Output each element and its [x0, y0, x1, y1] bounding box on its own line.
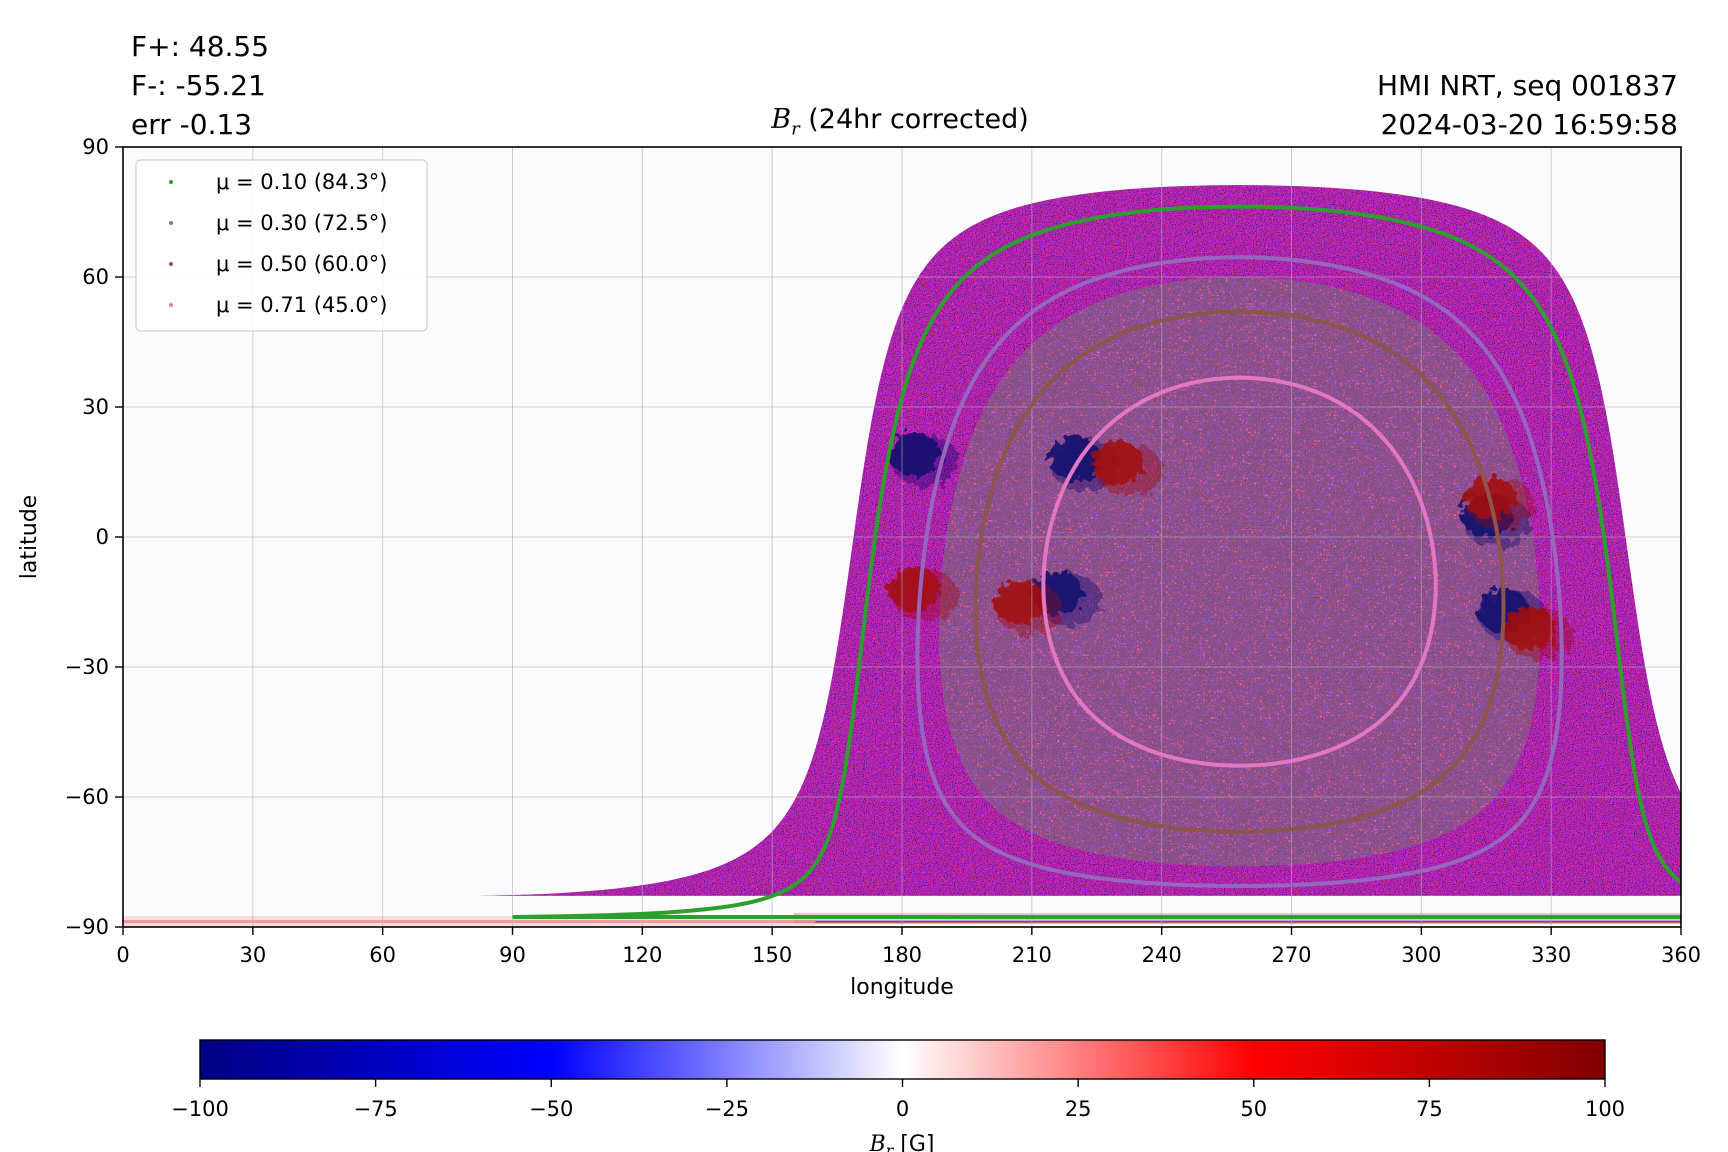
pole-strip-left-noise	[123, 920, 816, 924]
x-tick-label: 210	[1012, 943, 1052, 967]
x-axis: 0 30 60 90 120 150 180 210 240 270 300 330 360	[116, 927, 1701, 967]
f-plus-value: F+: 48.55	[131, 30, 270, 63]
y-tick-label: 90	[82, 135, 109, 159]
colorbar-label-subscript: r	[886, 1141, 895, 1152]
colorbar-tick-label: 0	[896, 1097, 909, 1121]
active-region-halo	[890, 569, 959, 621]
y-tick-label: 0	[96, 525, 109, 549]
colorbar-label: Br [G]	[868, 1132, 934, 1152]
legend: μ = 0.10 (84.3°) μ = 0.30 (72.5°) μ = 0.50…	[135, 159, 428, 332]
x-tick-label: 240	[1142, 943, 1182, 967]
colorbar-tick-label: 25	[1065, 1097, 1092, 1121]
legend-marker-2	[169, 262, 173, 266]
source-label: HMI NRT, seq 001837	[1376, 69, 1678, 102]
colorbar-tick-label: −25	[705, 1097, 749, 1121]
legend-marker-1	[169, 221, 173, 225]
colorbar-tick-label: 75	[1416, 1097, 1443, 1121]
y-axis: −90 −60 −30 0 30 60 90	[65, 135, 123, 939]
colorbar-tick-label: −75	[353, 1097, 397, 1121]
title-suffix: (24hr corrected)	[799, 104, 1029, 135]
x-tick-label: 330	[1531, 943, 1571, 967]
y-tick-label: −90	[65, 915, 109, 939]
title-subscript: r	[791, 118, 800, 140]
legend-box	[135, 159, 428, 332]
mu-contour-1	[915, 255, 1564, 888]
x-axis-label: longitude	[850, 975, 954, 1000]
legend-label-0: μ = 0.10 (84.3°)	[216, 170, 387, 194]
y-tick-label: 60	[82, 265, 109, 289]
active-region-halo	[1505, 608, 1574, 660]
legend-label-2: μ = 0.50 (60.0°)	[216, 252, 387, 276]
err-value: err -0.13	[131, 108, 253, 141]
active-region-halo	[890, 434, 959, 487]
x-tick-label: 270	[1271, 943, 1311, 967]
title-symbol: B	[771, 104, 792, 135]
y-tick-label: −60	[65, 785, 109, 809]
grid-lines	[123, 147, 1681, 927]
x-tick-label: 180	[882, 943, 922, 967]
colorbar-tick-label: −100	[171, 1097, 229, 1121]
pole-strip-band	[793, 922, 1681, 924]
colorbar: −100 −75 −50 −25 0 25 50 75 100 Br [G]	[171, 1039, 1625, 1152]
x-tick-label: 90	[499, 943, 526, 967]
colorbar-tick-label: −50	[529, 1097, 573, 1121]
x-tick-label: 360	[1661, 943, 1701, 967]
mu-contours	[512, 204, 1681, 920]
y-tick-label: −30	[65, 655, 109, 679]
timestamp-label: 2024-03-20 16:59:58	[1380, 108, 1678, 141]
colorbar-tick-label: 100	[1585, 1097, 1625, 1121]
active-region-halo	[994, 582, 1063, 634]
x-tick-label: 300	[1401, 943, 1441, 967]
x-tick-label: 120	[622, 943, 662, 967]
x-tick-label: 0	[116, 943, 129, 967]
mu-contour-2	[973, 309, 1506, 834]
colorbar-gradient	[199, 1039, 1606, 1080]
legend-label-1: μ = 0.30 (72.5°)	[216, 211, 387, 235]
legend-marker-3	[169, 303, 173, 307]
mu-contour-3	[1041, 375, 1438, 768]
colorbar-ticks: −100 −75 −50 −25 0 25 50 75 100	[171, 1079, 1625, 1121]
colorbar-tick-label: 50	[1240, 1097, 1267, 1121]
pole-strip-band	[793, 913, 1681, 915]
legend-marker-0	[169, 180, 173, 184]
colorbar-label-symbol: B	[868, 1132, 885, 1152]
pole-strip-band	[793, 920, 1681, 923]
chart-title: Br (24hr corrected)	[0, 104, 1728, 139]
active-region-halo	[1094, 443, 1163, 496]
pole-strip-band	[793, 919, 1681, 921]
f-minus-value: F-: -55.21	[131, 69, 266, 102]
x-tick-label: 150	[752, 943, 792, 967]
pole-strip-band	[793, 923, 1681, 926]
mu-contour-0	[512, 204, 1681, 920]
colorbar-label-unit: [G]	[893, 1132, 934, 1152]
y-axis-label: latitude	[17, 495, 42, 579]
active-region-halo	[1466, 478, 1535, 530]
y-tick-label: 30	[82, 395, 109, 419]
x-tick-label: 30	[239, 943, 266, 967]
x-tick-label: 60	[369, 943, 396, 967]
legend-label-3: μ = 0.71 (45.0°)	[216, 293, 387, 317]
